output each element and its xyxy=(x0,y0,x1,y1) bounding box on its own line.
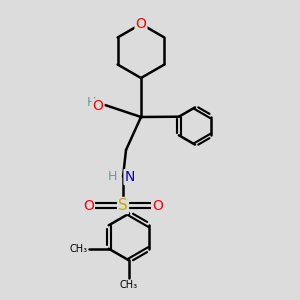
Text: H: H xyxy=(108,170,118,184)
Text: CH₃: CH₃ xyxy=(70,244,88,254)
Text: S: S xyxy=(118,198,128,213)
Text: O: O xyxy=(136,17,146,31)
Text: H: H xyxy=(87,95,96,109)
Text: O: O xyxy=(152,199,163,212)
Text: O: O xyxy=(93,100,104,113)
Text: N: N xyxy=(124,170,135,184)
Text: O: O xyxy=(83,199,94,212)
Text: CH₃: CH₃ xyxy=(120,280,138,290)
